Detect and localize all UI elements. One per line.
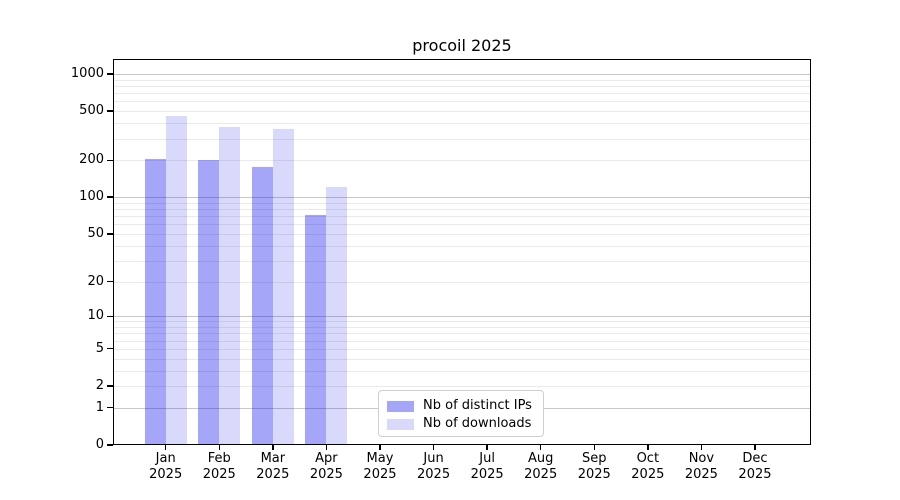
gridline-minor — [113, 333, 811, 335]
gridline-minor — [113, 85, 811, 87]
y-tick-label: 50 — [87, 225, 104, 241]
bar-apr-downloads — [326, 186, 348, 445]
x-tick-label: Jul 2025 — [470, 451, 504, 482]
y-tick-mark — [107, 407, 113, 409]
gridline-minor — [113, 348, 811, 350]
gridline-minor — [113, 209, 811, 211]
y-tick-label: 0 — [95, 437, 104, 452]
x-tick-label: Sep 2025 — [577, 451, 611, 482]
x-tick-mark — [325, 445, 328, 450]
y-tick-label: 100 — [79, 189, 104, 205]
gridline-minor — [113, 233, 811, 235]
bar-feb-downloads — [219, 127, 241, 445]
legend: Nb of distinct IPs Nb of downloads — [378, 390, 544, 437]
x-tick-label: Oct 2025 — [631, 451, 665, 482]
gridline-minor — [113, 370, 811, 372]
x-tick-mark — [165, 445, 167, 450]
x-tick-label: Mar 2025 — [256, 451, 290, 482]
legend-item-distinct-ips: Nb of distinct IPs — [387, 397, 535, 415]
x-tick-label: Jun 2025 — [417, 451, 451, 482]
y-tick-mark — [107, 348, 113, 350]
x-tick-mark — [647, 445, 649, 450]
bar-jan-downloads — [165, 116, 187, 445]
gridline-minor — [113, 386, 811, 387]
gridline-minor — [113, 327, 811, 328]
y-tick-label: 200 — [79, 152, 104, 168]
x-tick-mark — [486, 445, 488, 450]
gridline-minor — [113, 123, 811, 125]
gridline-minor — [113, 245, 811, 247]
x-tick-mark — [700, 445, 703, 450]
x-tick-mark — [379, 445, 381, 450]
gridline-minor — [113, 93, 811, 95]
gridline-minor — [113, 202, 811, 204]
y-tick-label: 10 — [87, 308, 104, 324]
y-tick-label: 1000 — [70, 65, 104, 81]
gridline-minor — [113, 340, 811, 342]
gridline-minor — [113, 224, 811, 226]
x-tick-label: Apr 2025 — [309, 451, 343, 482]
y-tick-label: 2 — [95, 378, 104, 393]
y-tick-mark — [107, 233, 113, 235]
x-tick-label: Feb 2025 — [202, 451, 236, 482]
y-tick-mark — [107, 73, 113, 75]
y-tick-label: 1 — [95, 399, 104, 415]
y-tick-mark — [107, 110, 113, 112]
x-tick-label: Nov 2025 — [684, 451, 718, 482]
x-tick-mark — [754, 445, 756, 450]
gridline-major — [113, 316, 811, 318]
bar-apr-distinct-ips — [305, 214, 327, 445]
y-tick-mark — [107, 444, 113, 446]
x-tick-label: Jan 2025 — [149, 451, 183, 482]
x-tick-mark — [272, 445, 274, 450]
y-tick-mark — [107, 280, 113, 283]
legend-swatch-downloads — [387, 418, 414, 430]
legend-item-downloads: Nb of downloads — [387, 415, 535, 433]
gridline-minor — [113, 138, 811, 140]
y-tick-label: 20 — [87, 273, 104, 289]
gridline-minor — [113, 321, 811, 323]
x-tick-mark — [432, 445, 435, 450]
legend-label-distinct-ips: Nb of distinct IPs — [423, 398, 532, 413]
x-tick-label: May 2025 — [363, 451, 397, 482]
plot-area — [113, 59, 811, 445]
gridline-minor — [113, 358, 811, 360]
y-tick-mark — [107, 315, 113, 317]
gridline-major — [113, 197, 811, 199]
legend-label-downloads: Nb of downloads — [423, 416, 532, 431]
y-tick-mark — [107, 196, 113, 198]
legend-swatch-distinct-ips — [387, 400, 414, 412]
x-tick-label: Aug 2025 — [524, 451, 558, 482]
x-tick-mark — [218, 445, 220, 450]
x-tick-label: Dec 2025 — [738, 451, 772, 482]
gridline-minor — [113, 79, 811, 81]
bar-mar-distinct-ips — [251, 166, 273, 445]
gridline-minor — [113, 281, 811, 283]
x-tick-mark — [539, 445, 542, 450]
gridline-minor — [113, 216, 811, 218]
y-tick-mark — [107, 385, 113, 387]
chart-title: procoil 2025 — [412, 36, 512, 55]
y-tick-label: 500 — [79, 103, 104, 119]
y-tick-label: 5 — [95, 340, 104, 356]
bar-mar-downloads — [272, 128, 294, 445]
gridline-minor — [113, 111, 811, 113]
gridline-minor — [113, 101, 811, 103]
bar-feb-distinct-ips — [198, 160, 220, 445]
gridline-minor — [113, 260, 811, 262]
bar-jan-distinct-ips — [144, 159, 166, 445]
x-tick-mark — [593, 445, 595, 450]
gridline-major — [113, 73, 811, 75]
y-tick-mark — [107, 159, 113, 161]
gridline-minor — [113, 160, 811, 162]
